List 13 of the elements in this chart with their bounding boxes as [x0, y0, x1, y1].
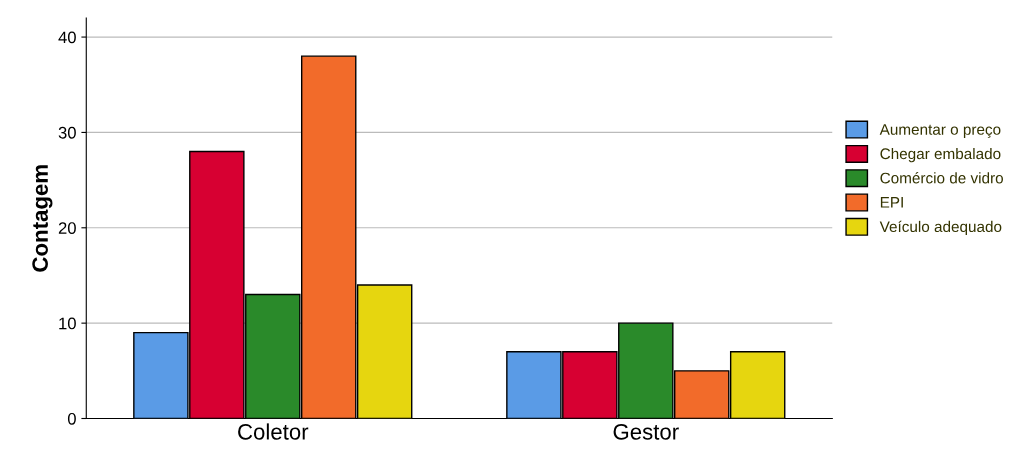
- legend-label: EPI: [880, 197, 903, 208]
- x-tick-label: Gestor: [613, 423, 679, 440]
- y-tick-label: 30: [58, 126, 76, 139]
- y-tick-label: 10: [59, 317, 76, 330]
- x-tick-label: Coletor: [238, 423, 309, 440]
- y-tick-label: 0: [67, 412, 76, 425]
- legend-label: Comércio de vidro: [880, 172, 1003, 184]
- legend-label: Chegar embalado: [880, 147, 1001, 163]
- y-tick-label: 20: [58, 222, 76, 234]
- y-axis-title: Contagem: [32, 165, 53, 272]
- legend-label: Aumentar o preço: [879, 124, 1001, 138]
- legend-label: Veículo adequado: [879, 220, 1002, 236]
- y-tick-label: 40: [58, 31, 76, 44]
